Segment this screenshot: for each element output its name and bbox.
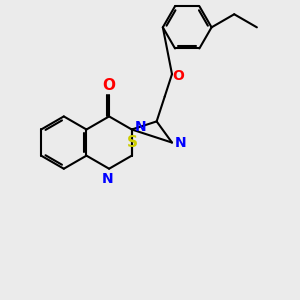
Text: S: S (127, 134, 138, 149)
Text: O: O (172, 69, 184, 82)
Text: N: N (175, 136, 187, 150)
Text: N: N (135, 120, 146, 134)
Text: O: O (103, 78, 116, 93)
Text: N: N (102, 172, 113, 186)
